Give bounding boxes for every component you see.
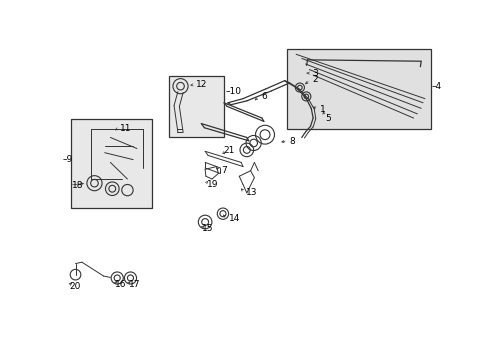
Text: –10: –10	[225, 87, 242, 96]
Text: 13: 13	[245, 188, 257, 197]
Text: 6: 6	[261, 92, 266, 101]
Text: 3: 3	[311, 69, 317, 78]
Text: 8: 8	[289, 136, 295, 145]
Text: –4: –4	[431, 82, 441, 91]
Text: 18: 18	[72, 181, 83, 190]
Text: 15: 15	[202, 224, 213, 233]
Text: 20: 20	[69, 282, 81, 291]
Text: 17: 17	[129, 280, 141, 289]
Text: 14: 14	[228, 214, 240, 223]
Text: 16: 16	[115, 280, 126, 289]
Text: 2: 2	[311, 75, 317, 84]
Bar	[169, 76, 224, 138]
Text: 19: 19	[206, 180, 218, 189]
Bar	[70, 120, 152, 208]
Text: 21: 21	[223, 146, 234, 155]
Text: 1: 1	[319, 105, 325, 114]
Text: 7: 7	[221, 166, 227, 175]
Bar	[286, 49, 430, 129]
Text: 12: 12	[196, 80, 207, 89]
Text: 5: 5	[325, 113, 331, 122]
Text: –9: –9	[63, 155, 73, 164]
Text: 11: 11	[120, 124, 131, 133]
